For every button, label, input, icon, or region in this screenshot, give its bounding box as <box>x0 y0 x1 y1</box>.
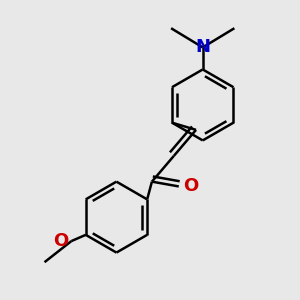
Text: N: N <box>195 38 210 56</box>
Text: O: O <box>53 232 68 250</box>
Text: O: O <box>184 177 199 195</box>
